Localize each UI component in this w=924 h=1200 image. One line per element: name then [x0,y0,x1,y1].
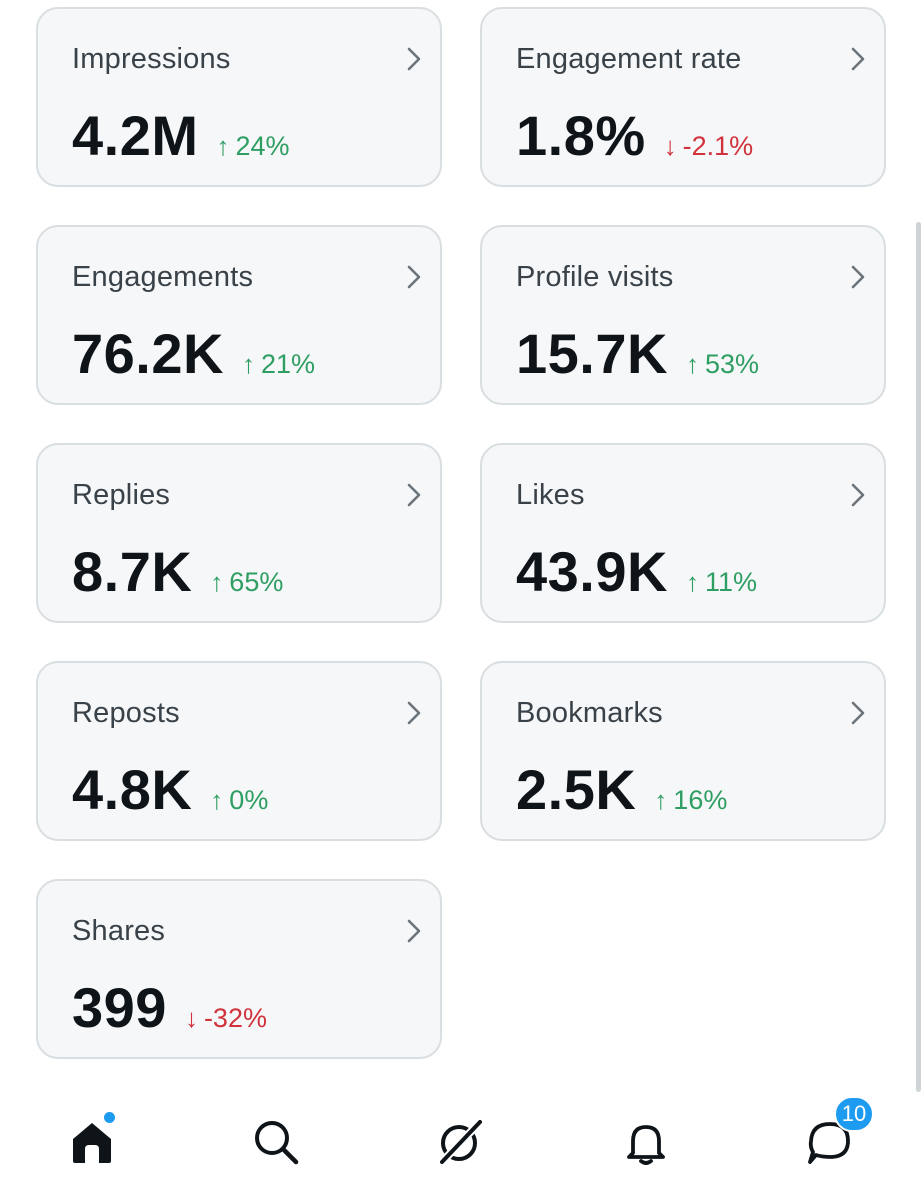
tab-notifications[interactable] [614,1110,678,1174]
chevron-right-icon [407,265,421,289]
arrow-up-icon: ↑ [210,785,224,815]
metric-label: Engagements [72,261,254,293]
metric-label: Engagement rate [516,43,742,75]
metric-row: 399 ↓ -32% [72,975,267,1040]
tab-messages[interactable]: 10 [798,1096,874,1174]
arrow-up-icon: ↑ [654,785,668,815]
metric-change-value: 53% [704,349,759,379]
metric-change: ↑ 11% [686,567,757,598]
arrow-down-icon: ↓ [663,131,677,161]
metric-row: 1.8% ↓ -2.1% [516,103,753,168]
metric-card-shares[interactable]: Shares 399 ↓ -32% [36,879,442,1059]
metric-value: 399 [72,976,167,1039]
chevron-right-icon [851,47,865,71]
metric-change-value: 0% [229,785,269,815]
chevron-right-icon [851,483,865,507]
metric-card-reposts[interactable]: Reposts 4.8K ↑ 0% [36,661,442,841]
metric-change-value: -32% [203,1003,267,1033]
metric-label: Profile visits [516,261,674,293]
tab-search[interactable] [244,1110,308,1174]
arrow-down-icon: ↓ [184,1003,198,1033]
metric-card-engagement-rate[interactable]: Engagement rate 1.8% ↓ -2.1% [480,7,886,187]
metric-row: 2.5K ↑ 16% [516,757,727,822]
chat-bubble-icon [808,1122,850,1164]
metrics-grid: Impressions 4.2M ↑ 24% Engagement rate 1… [36,7,886,1059]
chevron-right-icon [407,483,421,507]
metric-card-profile-visits[interactable]: Profile visits 15.7K ↑ 53% [480,225,886,405]
chevron-right-icon [851,265,865,289]
arrow-up-icon: ↑ [216,131,230,161]
metric-label: Reposts [72,697,180,729]
bell-icon [627,1125,665,1165]
notification-dot [104,1112,115,1123]
metric-change: ↑ 24% [217,131,290,162]
chevron-right-icon [407,701,421,725]
metric-value: 8.7K [72,540,193,603]
metric-change: ↑ 21% [242,349,315,380]
metric-change-value: -2.1% [682,131,754,161]
metric-label: Replies [72,479,171,511]
metric-label: Shares [72,915,166,947]
metric-card-replies[interactable]: Replies 8.7K ↑ 65% [36,443,442,623]
tab-grok[interactable] [428,1110,492,1174]
metric-change: ↑ 65% [210,567,283,598]
metric-row: 4.8K ↑ 0% [72,757,268,822]
arrow-up-icon: ↑ [210,567,224,597]
metric-change-value: 21% [260,349,315,379]
arrow-up-icon: ↑ [685,567,699,597]
metric-row: 15.7K ↑ 53% [516,321,759,386]
chevron-right-icon [407,47,421,71]
metric-value: 4.2M [72,104,199,167]
metric-label: Bookmarks [516,697,663,729]
metric-row: 4.2M ↑ 24% [72,103,290,168]
metric-card-engagements[interactable]: Engagements 76.2K ↑ 21% [36,225,442,405]
arrow-up-icon: ↑ [685,349,699,379]
metric-value: 43.9K [516,540,668,603]
bottom-tab-bar: 10 [0,1094,924,1200]
metric-change-value: 24% [235,131,290,161]
metric-row: 43.9K ↑ 11% [516,539,757,604]
metric-change: ↑ 53% [686,349,759,380]
tab-home[interactable] [60,1110,124,1174]
metric-value: 2.5K [516,758,637,821]
chevron-right-icon [851,701,865,725]
arrow-up-icon: ↑ [241,349,255,379]
metric-row: 8.7K ↑ 65% [72,539,283,604]
metric-label: Impressions [72,43,231,75]
metric-change-value: 16% [673,785,728,815]
metric-card-likes[interactable]: Likes 43.9K ↑ 11% [480,443,886,623]
metric-change: ↑ 0% [210,785,268,816]
search-icon [255,1121,299,1165]
grok-icon [438,1118,484,1166]
metric-label: Likes [516,479,585,511]
home-icon [73,1123,111,1163]
metric-change-value: 65% [229,567,284,597]
chevron-right-icon [407,919,421,943]
metric-value: 1.8% [516,104,646,167]
scrollbar[interactable] [916,222,921,1092]
metric-change: ↓ -32% [185,1003,267,1034]
metric-value: 15.7K [516,322,668,385]
metric-change: ↑ 16% [654,785,727,816]
metric-card-impressions[interactable]: Impressions 4.2M ↑ 24% [36,7,442,187]
metric-value: 76.2K [72,322,224,385]
metric-row: 76.2K ↑ 21% [72,321,315,386]
messages-badge: 10 [834,1096,874,1132]
metric-change-value: 11% [704,567,757,597]
metric-value: 4.8K [72,758,193,821]
metric-change: ↓ -2.1% [664,131,754,162]
metric-card-bookmarks[interactable]: Bookmarks 2.5K ↑ 16% [480,661,886,841]
